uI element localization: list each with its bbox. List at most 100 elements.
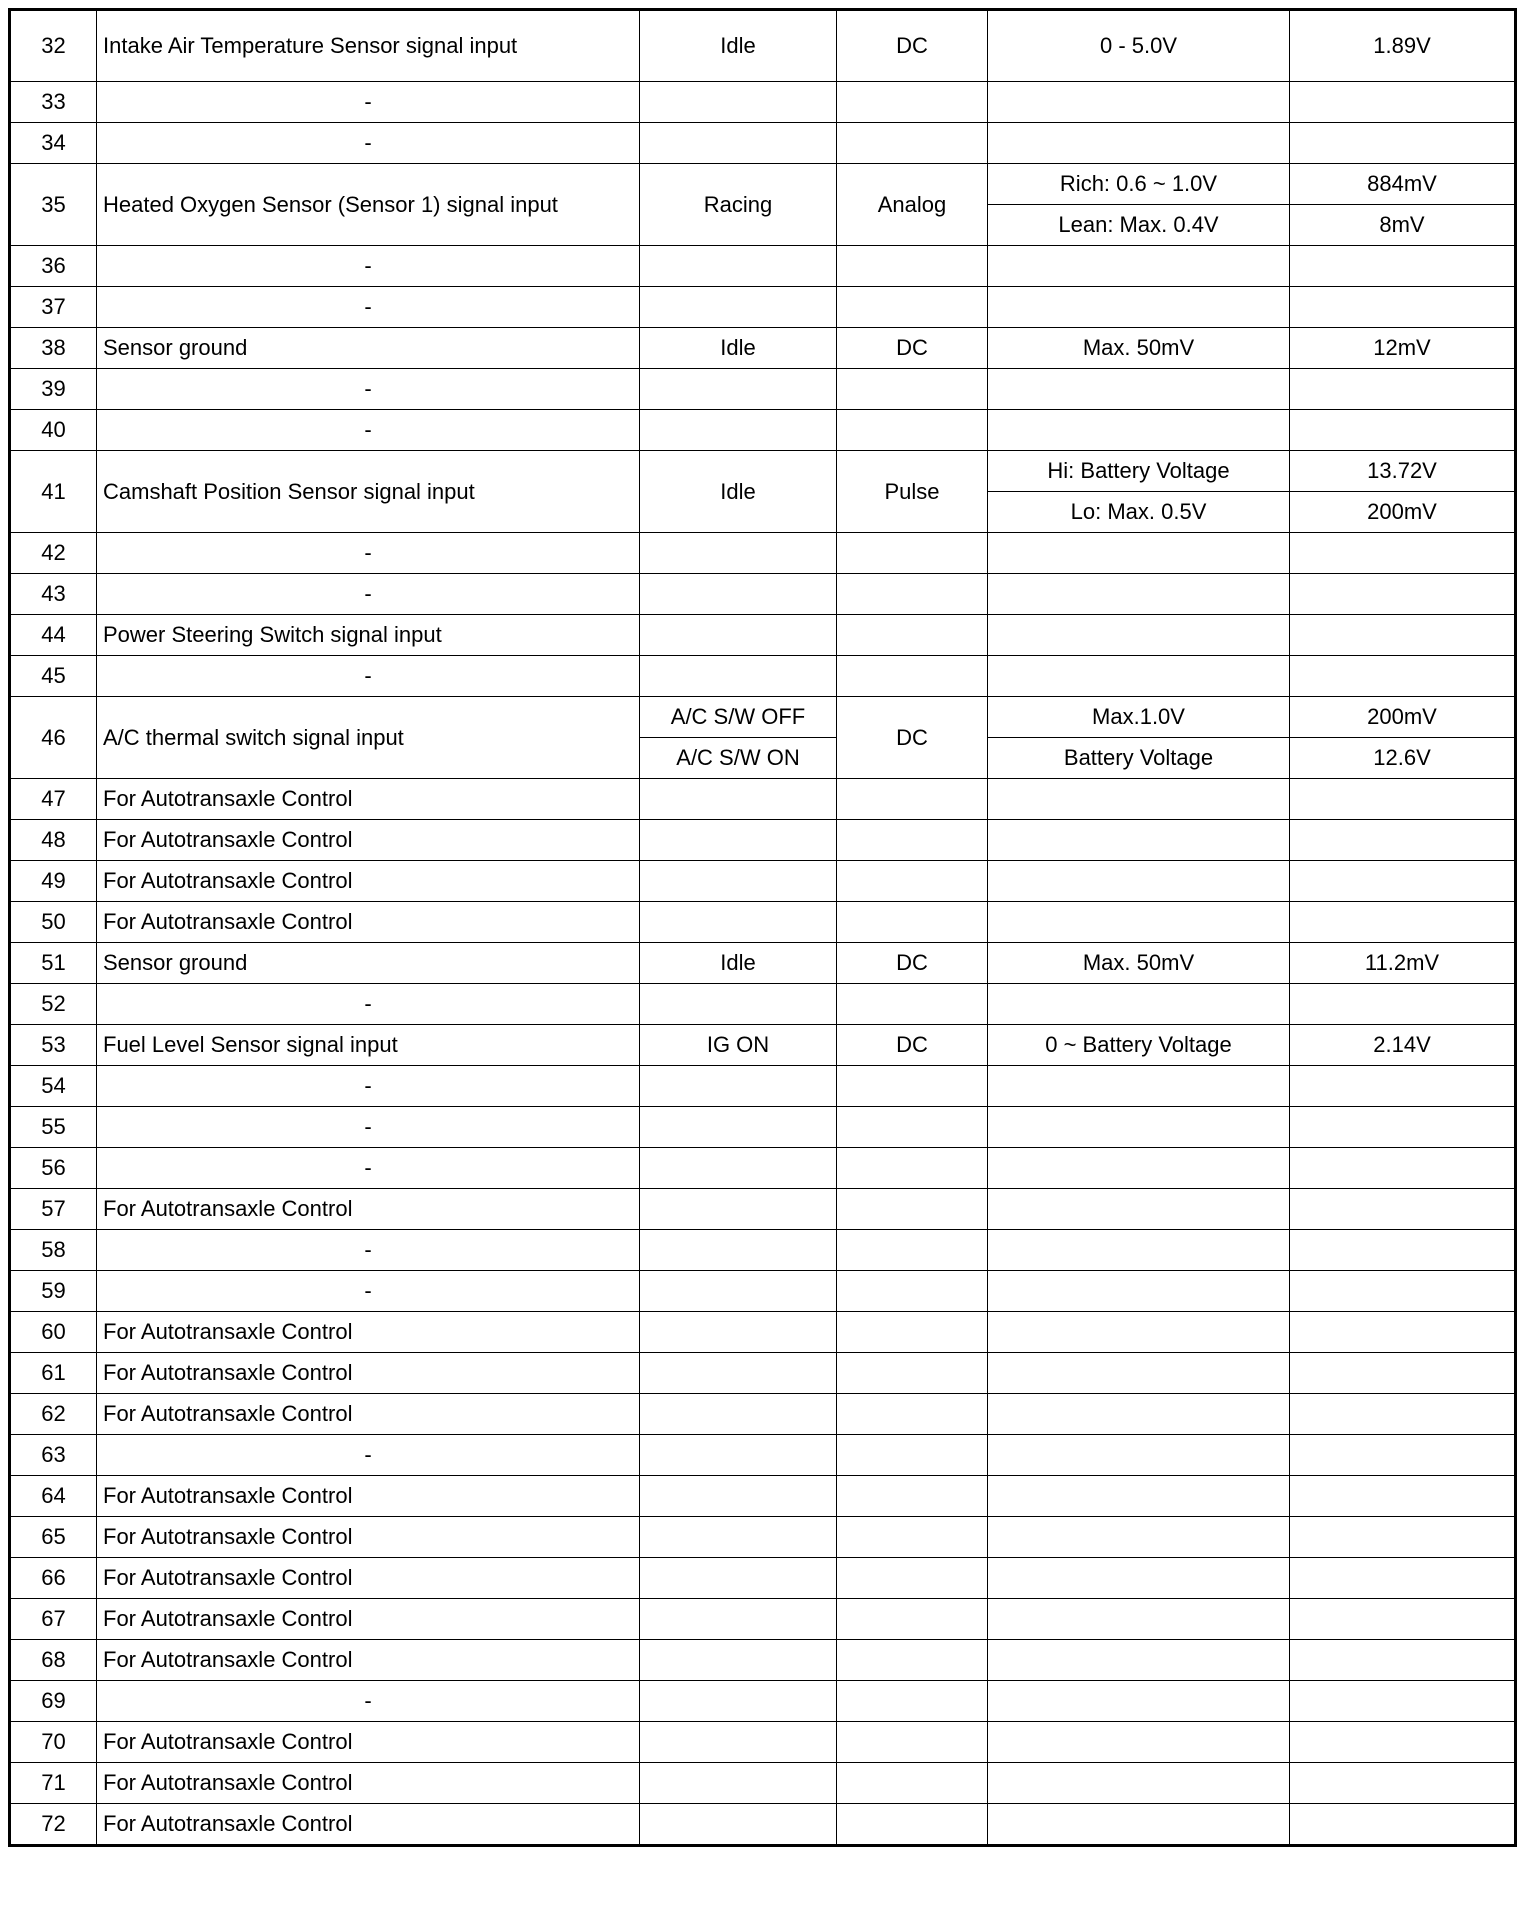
pin-number: 72 (9, 1803, 97, 1846)
pin-number: 36 (9, 245, 97, 287)
pin-number: 68 (9, 1639, 97, 1681)
pin-description: Camshaft Position Sensor signal input (96, 450, 640, 533)
test-result (1289, 901, 1516, 943)
table-row: 51 Sensor ground Idle DC Max. 50mV 11.2mV (9, 942, 1516, 984)
table-row: 63- (9, 1434, 1516, 1476)
signal-type (836, 1393, 988, 1435)
condition: Idle (639, 327, 837, 369)
specification (987, 1352, 1290, 1394)
table-row: 56- (9, 1147, 1516, 1189)
pin-description: For Autotransaxle Control (96, 901, 640, 943)
specification: Lean: Max. 0.4V (987, 204, 1290, 246)
specification (987, 1680, 1290, 1722)
pin-number: 43 (9, 573, 97, 615)
table-row: 33- (9, 81, 1516, 123)
pin-description: For Autotransaxle Control (96, 1188, 640, 1230)
specification: Lo: Max. 0.5V (987, 491, 1290, 533)
pin-description: - (96, 1065, 640, 1107)
pin-number: 59 (9, 1270, 97, 1312)
signal-type (836, 983, 988, 1025)
test-result (1289, 1270, 1516, 1312)
pin-number: 38 (9, 327, 97, 369)
condition (639, 286, 837, 328)
pin-description: For Autotransaxle Control (96, 1311, 640, 1353)
condition: Idle (639, 942, 837, 984)
condition (639, 1229, 837, 1271)
table-row: 53 Fuel Level Sensor signal input IG ON DC 0… (9, 1024, 1516, 1066)
pin-number: 49 (9, 860, 97, 902)
condition (639, 1270, 837, 1312)
test-result (1289, 1680, 1516, 1722)
table-row: 48 For Autotransaxle Control (9, 819, 1516, 861)
condition (639, 1516, 837, 1558)
signal-type (836, 286, 988, 328)
pin-description: - (96, 1270, 640, 1312)
table-subrow: Lean: Max. 0.4V 8mV (10, 204, 1516, 246)
pin-description: For Autotransaxle Control (96, 819, 640, 861)
signal-type (836, 1065, 988, 1107)
test-result: 12mV (1289, 327, 1516, 369)
test-result: 13.72V (1289, 450, 1516, 492)
signal-type (836, 368, 988, 410)
condition (639, 245, 837, 287)
condition (639, 614, 837, 656)
table-row: 46 A/C thermal switch signal input A/C S/W… (9, 696, 1516, 779)
specification (987, 81, 1290, 123)
condition (639, 1311, 837, 1353)
pin-number: 65 (9, 1516, 97, 1558)
condition (639, 1352, 837, 1394)
test-result (1289, 1393, 1516, 1435)
specification: Battery Voltage (987, 737, 1290, 779)
pin-number: 33 (9, 81, 97, 123)
table-row: 35 Heated Oxygen Sensor (Sensor 1) signal… (9, 163, 1516, 246)
pin-description: Sensor ground (96, 942, 640, 984)
pin-description: For Autotransaxle Control (96, 1352, 640, 1394)
condition (639, 1557, 837, 1599)
specification (987, 1188, 1290, 1230)
test-result (1289, 655, 1516, 697)
pin-number: 60 (9, 1311, 97, 1353)
pin-description: - (96, 532, 640, 574)
pin-description: For Autotransaxle Control (96, 1557, 640, 1599)
test-result: 884mV (1289, 163, 1516, 205)
specification: Hi: Battery Voltage (987, 450, 1290, 492)
table-row: 60 For Autotransaxle Control (9, 1311, 1516, 1353)
condition (639, 1065, 837, 1107)
signal-type: DC (836, 9, 988, 82)
pin-description: For Autotransaxle Control (96, 1639, 640, 1681)
signal-type (836, 122, 988, 164)
pin-number: 40 (9, 409, 97, 451)
signal-type: Analog (836, 163, 988, 246)
pin-description: Fuel Level Sensor signal input (96, 1024, 640, 1066)
specification (987, 614, 1290, 656)
test-result: 2.14V (1289, 1024, 1516, 1066)
specification (987, 1311, 1290, 1353)
signal-type (836, 1147, 988, 1189)
pin-description: - (96, 1229, 640, 1271)
table-row: 39- (9, 368, 1516, 410)
specification (987, 245, 1290, 287)
signal-type: DC (836, 942, 988, 984)
test-result (1289, 409, 1516, 451)
signal-type (836, 1475, 988, 1517)
pin-description: Sensor ground (96, 327, 640, 369)
pin-description: For Autotransaxle Control (96, 1475, 640, 1517)
signal-type (836, 1434, 988, 1476)
signal-type: DC (836, 696, 988, 779)
test-result (1289, 1516, 1516, 1558)
condition (639, 122, 837, 164)
specification (987, 122, 1290, 164)
signal-type (836, 778, 988, 820)
pin-description: - (96, 81, 640, 123)
pin-description: For Autotransaxle Control (96, 1393, 640, 1435)
ecm-terminal-table: 32 Intake Air Temperature Sensor signal i… (8, 8, 1517, 1847)
test-result (1289, 532, 1516, 574)
condition: IG ON (639, 1024, 837, 1066)
specification (987, 778, 1290, 820)
test-result: 200mV (1289, 491, 1516, 533)
pin-number: 66 (9, 1557, 97, 1599)
condition (639, 1721, 837, 1763)
test-result (1289, 1352, 1516, 1394)
signal-type (836, 1680, 988, 1722)
condition (639, 1393, 837, 1435)
